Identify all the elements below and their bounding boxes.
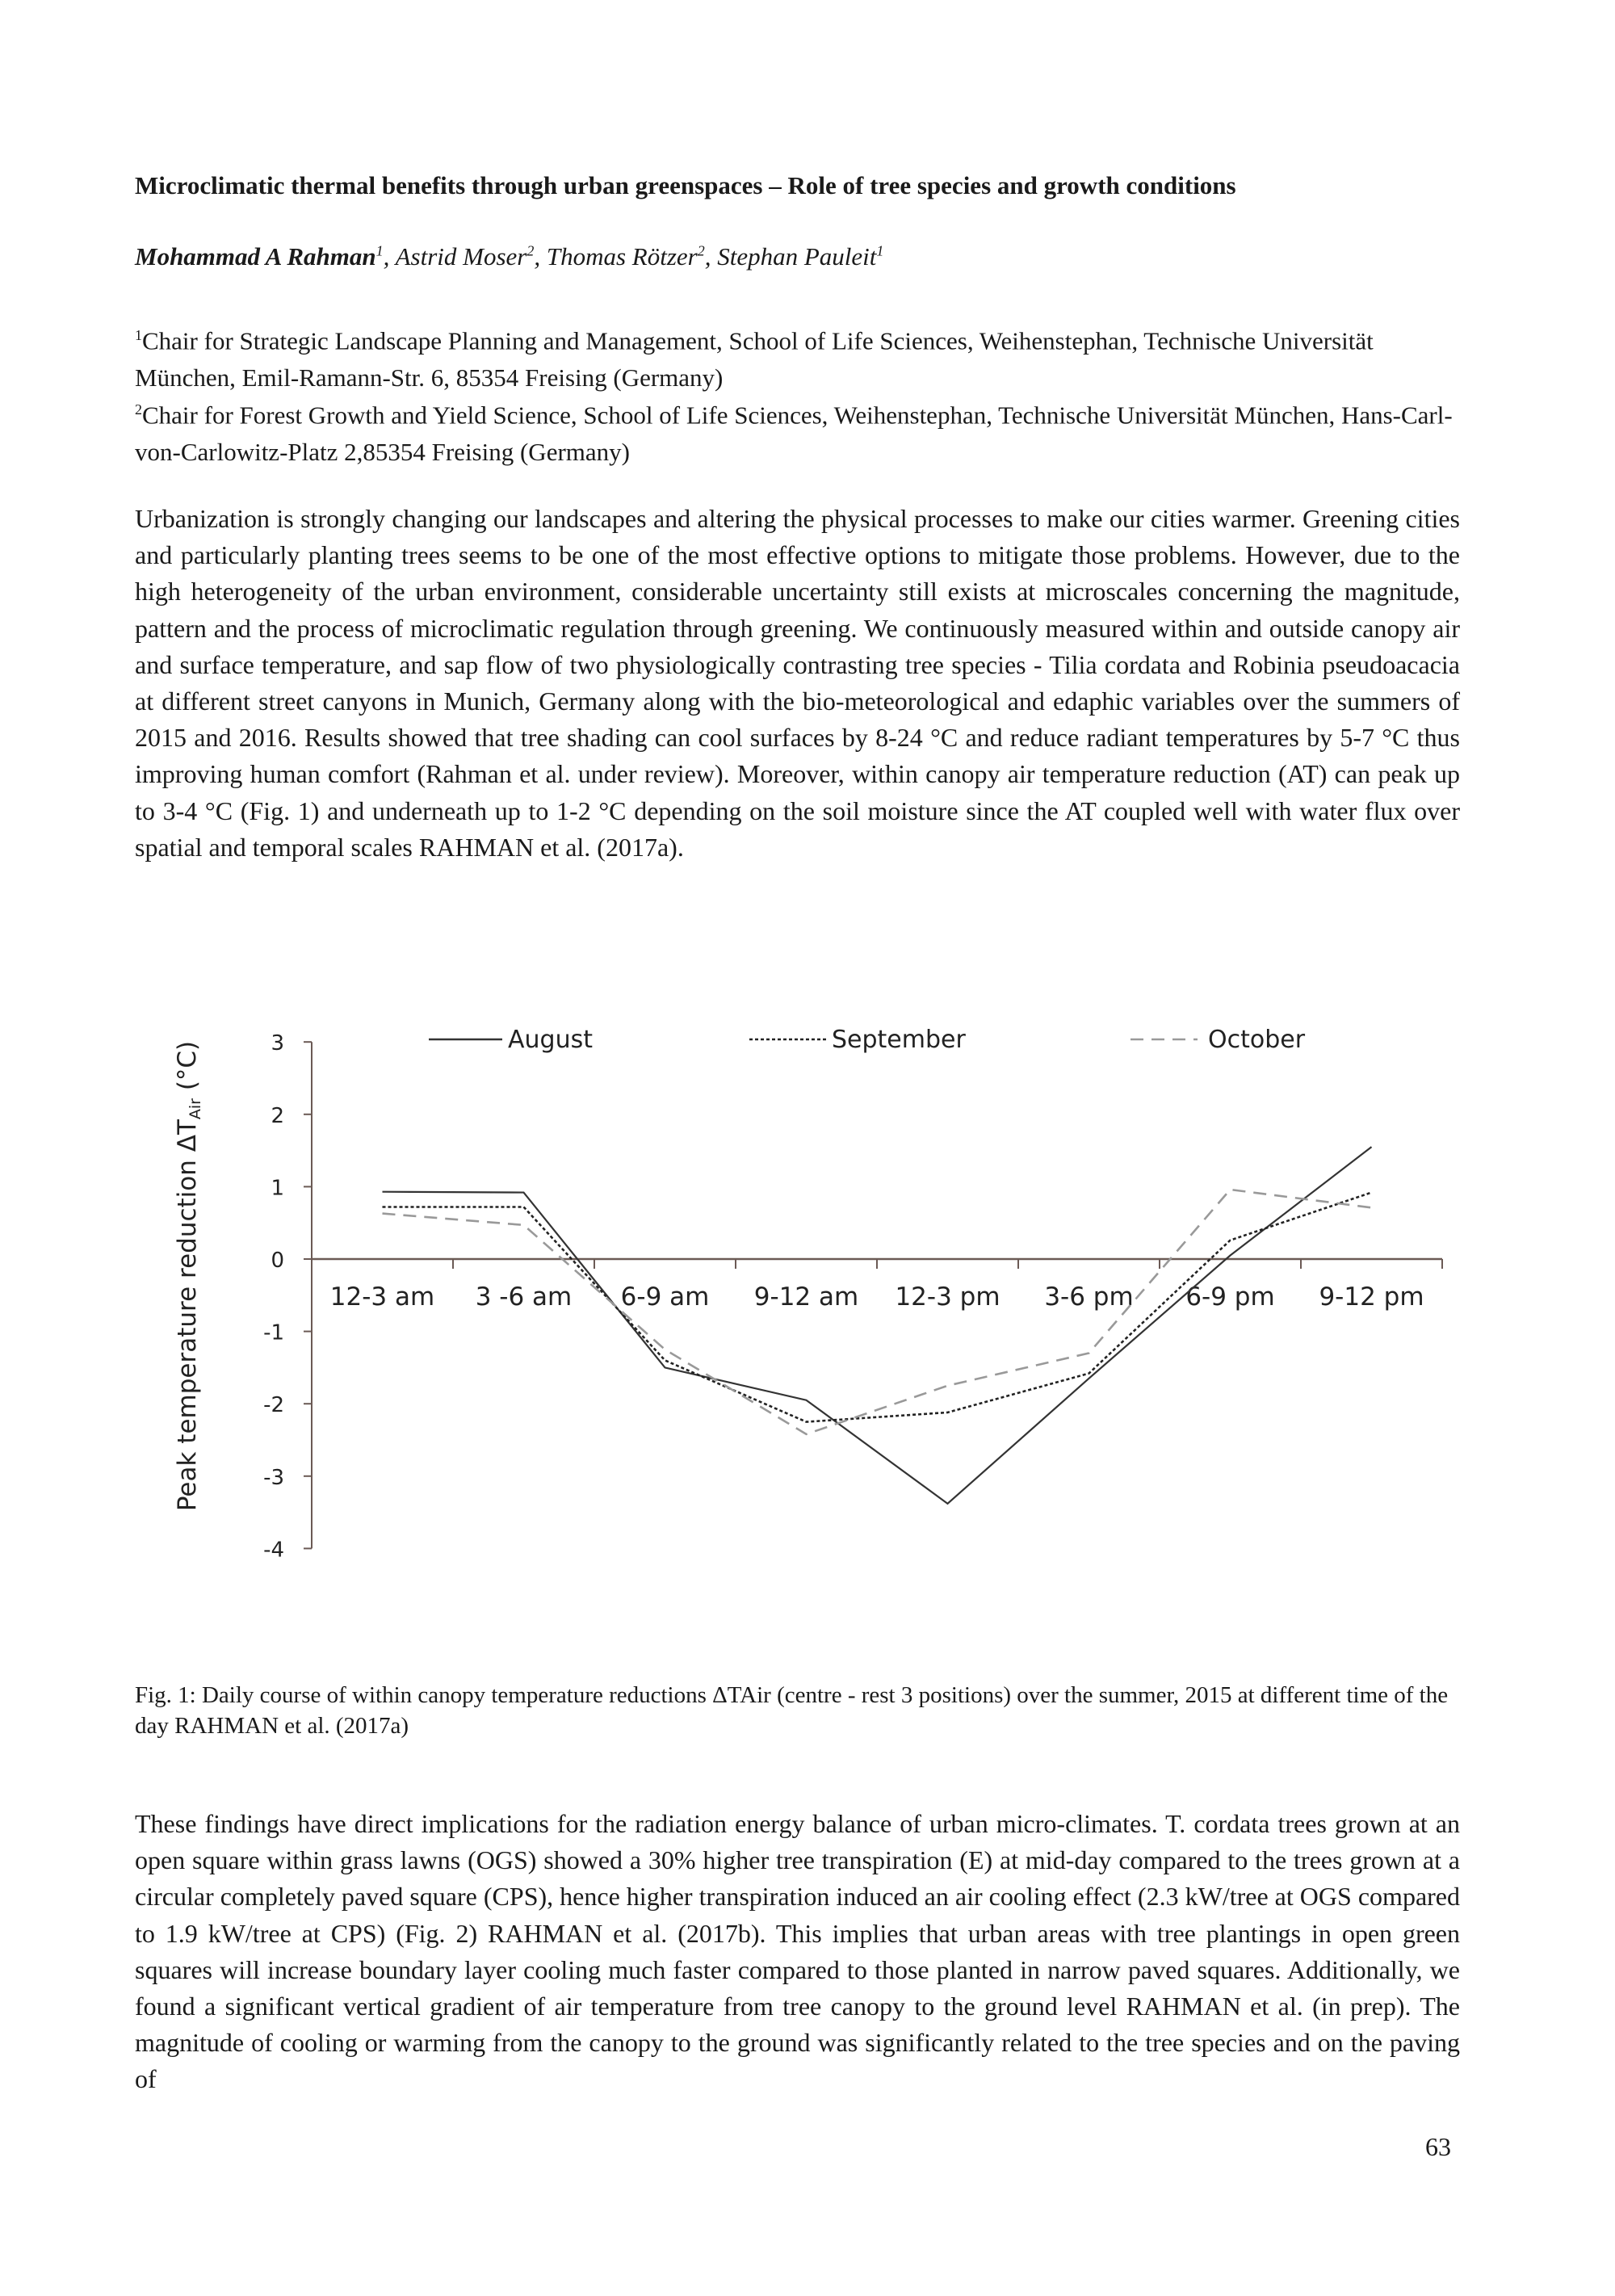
- series-line-september: [382, 1191, 1372, 1423]
- author-affiliation-mark: 1: [375, 242, 384, 259]
- y-tick-label: -3: [263, 1466, 284, 1490]
- paper-title: Microclimatic thermal benefits through u…: [135, 171, 1236, 199]
- x-tick-label: 9-12 am: [754, 1282, 858, 1312]
- affiliation: 1Chair for Strategic Landscape Planning …: [135, 317, 1463, 397]
- body-paragraph: These findings have direct implications …: [135, 1809, 1460, 2094]
- legend-label: August: [508, 1026, 593, 1054]
- y-tick-label: 2: [271, 1104, 284, 1128]
- author-affiliation-mark: 2: [526, 242, 535, 259]
- y-tick-label: -2: [263, 1393, 284, 1417]
- page-number: 63: [1425, 2132, 1451, 2161]
- y-axis-label: Peak temperature reduction ΔTAir (°C): [173, 1041, 204, 1511]
- y-tick-label: 3: [271, 1031, 284, 1056]
- legend-label: October: [1208, 1026, 1306, 1054]
- author-name: Astrid Moser: [395, 242, 527, 271]
- x-tick-label: 3-6 pm: [1044, 1282, 1133, 1312]
- affiliation-text: Chair for Forest Growth and Yield Scienc…: [135, 401, 1453, 467]
- x-tick-label: 3 -6 am: [476, 1282, 573, 1312]
- affiliation-text: Chair for Strategic Landscape Planning a…: [135, 326, 1374, 392]
- x-tick-label: 12-3 am: [330, 1282, 434, 1312]
- y-tick-label: 0: [271, 1249, 284, 1273]
- affiliation: 2Chair for Forest Growth and Yield Scien…: [135, 391, 1463, 471]
- abstract-paragraph: Urbanization is strongly changing our la…: [135, 504, 1460, 862]
- author-name: Mohammad A Rahman: [135, 242, 376, 271]
- author-name: Stephan Pauleit: [717, 242, 877, 271]
- x-tick-label: 12-3 pm: [895, 1282, 1000, 1312]
- legend-label: September: [832, 1026, 966, 1054]
- x-tick-label: 9-12 pm: [1319, 1282, 1424, 1312]
- author-affiliation-mark: 2: [697, 242, 705, 259]
- author-affiliation-mark: 1: [876, 242, 884, 259]
- series-line-august: [382, 1146, 1373, 1505]
- y-tick-label: -1: [263, 1321, 284, 1345]
- y-tick-label: 1: [271, 1176, 284, 1200]
- x-tick-label: 6-9 am: [621, 1282, 710, 1312]
- figure-caption: Fig. 1: Daily course of within canopy te…: [135, 1682, 1449, 1739]
- y-tick-label: -4: [263, 1538, 284, 1562]
- figure-1-chart: 3 2 1 0 -1 -2 -3 -4 12-3 am 3 -6 am 6-9 am 9-12 am 1…: [173, 1026, 1443, 1562]
- affiliation-mark: 2: [135, 401, 142, 418]
- author-name: Thomas Rötzer: [546, 242, 698, 271]
- series-line-october: [382, 1188, 1372, 1436]
- x-tick-label: 6-9 pm: [1185, 1282, 1274, 1312]
- author-list: Mohammad A Rahman1, Astrid Moser2, Thoma…: [135, 242, 884, 271]
- affiliation-mark: 1: [135, 327, 142, 343]
